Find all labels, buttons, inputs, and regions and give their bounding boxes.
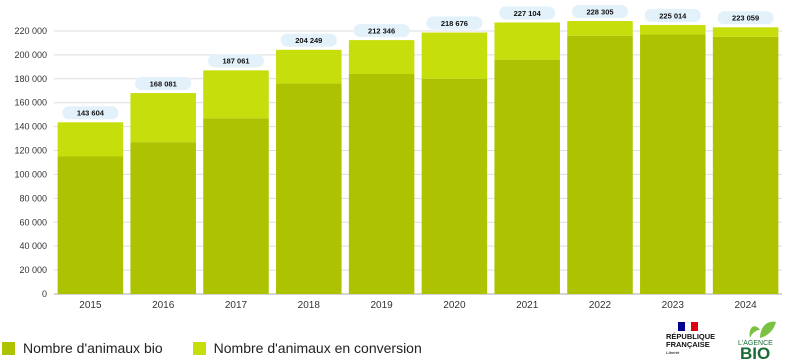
x-tick-label: 2024 — [734, 300, 757, 311]
bar-bio-2022 — [567, 35, 633, 294]
bar-conversion-2023 — [640, 24, 706, 35]
bars — [57, 21, 779, 294]
total-label-bubble — [572, 5, 628, 19]
bar-conversion-2022 — [567, 21, 633, 36]
agence-text: L'AGENCE — [738, 340, 773, 347]
bar-bio-2018 — [276, 83, 342, 294]
bar-bio-2024 — [712, 36, 779, 294]
bio-text: BIO — [740, 344, 771, 363]
republique-francaise-logo: RÉPUBLIQUE FRANÇAISE Liberté — [666, 322, 730, 357]
legend-label-bio: Nombre d'animaux bio — [23, 340, 163, 356]
bar-bio-2023 — [640, 34, 706, 294]
x-tick-label: 2020 — [443, 300, 466, 311]
bar-conversion-2018 — [276, 49, 342, 84]
total-label: 228 305 — [586, 7, 613, 16]
legend: Nombre d'animaux bio Nombre d'animaux en… — [2, 340, 452, 356]
total-label: 218 676 — [441, 19, 468, 28]
x-tick-label: 2021 — [516, 300, 539, 311]
x-tick-label: 2019 — [370, 300, 393, 311]
legend-swatch-bio — [2, 341, 15, 355]
y-tick-label: 80 000 — [19, 193, 47, 203]
republique-text: RÉPUBLIQUE FRANÇAISE Liberté — [666, 333, 730, 357]
x-tick-label: 2017 — [225, 300, 248, 311]
bar-bio-2017 — [203, 118, 269, 294]
bar-conversion-2016 — [130, 93, 196, 143]
total-label: 143 604 — [77, 109, 105, 118]
republique-line1: RÉPUBLIQUE — [666, 332, 716, 341]
x-tick-label: 2016 — [152, 300, 175, 311]
bar-conversion-2020 — [421, 32, 488, 79]
bar-bio-2020 — [421, 78, 488, 294]
legend-label-conversion: Nombre d'animaux en conversion — [213, 340, 422, 356]
y-tick-label: 60 000 — [19, 217, 47, 227]
bar-chart: 0 20 000 40 000 60 000 80 000 100 000 120 000 1… — [14, 5, 782, 311]
y-tick-label: 40 000 — [19, 241, 47, 251]
bar-conversion-2019 — [348, 40, 415, 74]
french-flag-icon — [678, 322, 699, 331]
y-tick-label: 0 — [42, 289, 47, 299]
logos: RÉPUBLIQUE FRANÇAISE Liberté L'AGENCE BI… — [664, 318, 787, 363]
x-axis: 2015 2016 2017 2018 2019 2020 2021 2022 2023 2024 — [79, 300, 757, 311]
total-label: 223 059 — [732, 14, 759, 23]
total-labels: 143 604 168 081 187 061 204 249 212 346 218 6… — [62, 5, 774, 120]
y-tick-label: 100 000 — [14, 169, 47, 179]
x-tick-label: 2022 — [589, 300, 612, 311]
total-label-bubble — [62, 106, 119, 120]
y-tick-label: 120 000 — [14, 146, 47, 156]
y-tick-label: 200 000 — [14, 50, 47, 60]
agence-bio-logo: L'AGENCE BIO — [738, 318, 786, 363]
bar-conversion-2017 — [203, 70, 269, 119]
legend-item-bio: Nombre d'animaux bio — [2, 340, 163, 356]
legend-swatch-conversion — [192, 341, 206, 355]
bar-bio-2016 — [130, 142, 196, 294]
republique-line2: FRANÇAISE — [666, 340, 710, 349]
bar-conversion-2015 — [57, 122, 124, 157]
total-label: 225 014 — [659, 11, 687, 20]
legend-item-conversion: Nombre d'animaux en conversion — [192, 340, 422, 356]
total-label-bubble — [353, 24, 410, 38]
total-label-bubble — [717, 11, 774, 25]
total-label: 212 346 — [368, 26, 395, 35]
total-label-bubble — [208, 54, 264, 68]
total-label-bubble — [644, 8, 701, 22]
y-tick-label: 220 000 — [14, 26, 47, 36]
bar-conversion-2021 — [494, 22, 560, 60]
bar-conversion-2024 — [712, 27, 779, 37]
y-tick-label: 140 000 — [14, 122, 47, 132]
total-label: 227 104 — [514, 9, 542, 18]
x-tick-label: 2023 — [662, 300, 685, 311]
x-tick-label: 2018 — [298, 300, 321, 311]
y-tick-label: 180 000 — [14, 74, 47, 84]
bar-bio-2021 — [494, 59, 560, 294]
total-label-bubble — [499, 6, 556, 20]
y-tick-label: 160 000 — [14, 98, 47, 108]
total-label-bubble — [280, 33, 337, 47]
republique-motto: Liberté — [666, 350, 680, 355]
total-label-bubble — [426, 16, 483, 30]
y-tick-label: 20 000 — [19, 265, 47, 275]
x-tick-label: 2015 — [79, 300, 102, 311]
total-label-bubble — [135, 77, 192, 91]
total-label: 204 249 — [295, 36, 322, 45]
bar-bio-2019 — [348, 74, 415, 294]
bar-bio-2015 — [57, 156, 124, 294]
leaf-icon — [749, 321, 776, 338]
total-label: 187 061 — [222, 57, 249, 66]
total-label: 168 081 — [150, 79, 177, 88]
